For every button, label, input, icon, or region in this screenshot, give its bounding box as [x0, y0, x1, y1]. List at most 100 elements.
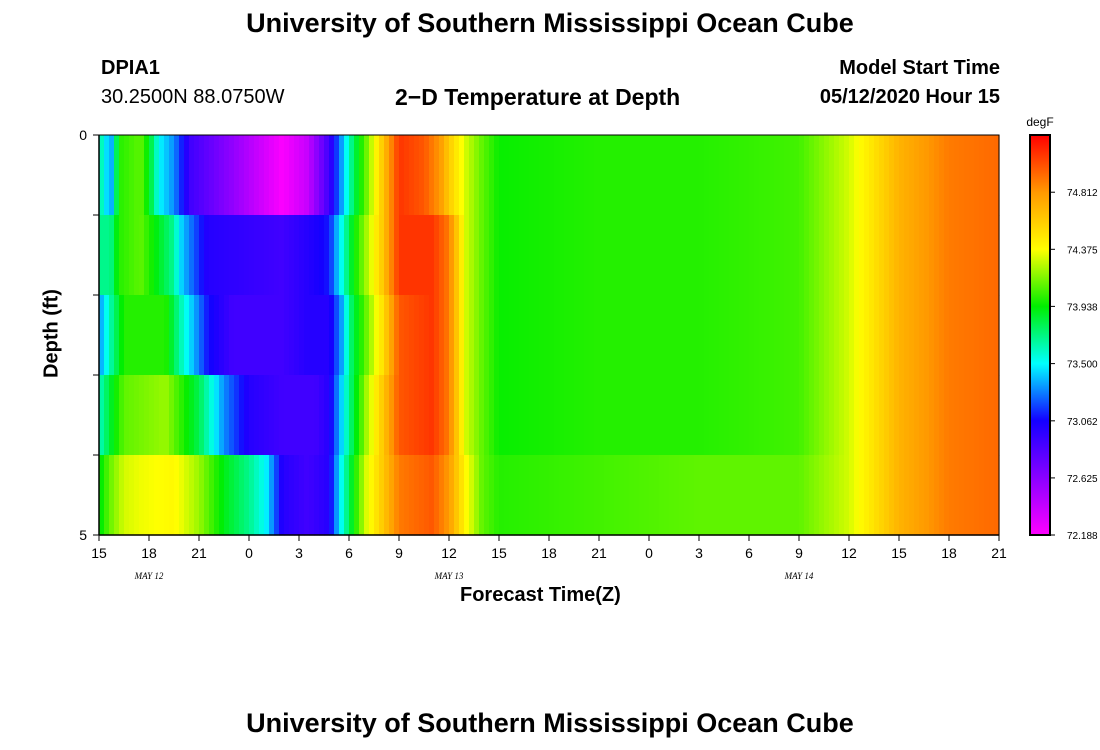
heatmap-cell	[219, 295, 225, 376]
heatmap-cell	[904, 295, 910, 376]
heatmap-cell	[154, 215, 160, 296]
heatmap-cell	[284, 455, 290, 536]
heatmap-cell	[879, 455, 885, 536]
heatmap-cell	[189, 375, 195, 456]
heatmap-cell	[549, 215, 555, 296]
heatmap-cell	[594, 215, 600, 296]
heatmap-cell	[164, 375, 170, 456]
heatmap-cell	[589, 215, 595, 296]
heatmap-cell	[334, 455, 340, 536]
heatmap-cell	[799, 135, 805, 216]
heatmap-cell	[774, 135, 780, 216]
heatmap-cell	[274, 215, 280, 296]
heatmap-cell	[629, 215, 635, 296]
heatmap-cell	[474, 295, 480, 376]
heatmap-cell	[709, 375, 715, 456]
heatmap-cell	[289, 375, 295, 456]
heatmap-cell	[329, 215, 335, 296]
heatmap-cell	[599, 135, 605, 216]
station-id: DPIA1	[101, 57, 160, 79]
heatmap-cell	[994, 375, 1000, 456]
heatmap-cell	[224, 215, 230, 296]
heatmap-cell	[894, 455, 900, 536]
heatmap-cell	[674, 455, 680, 536]
heatmap-cell	[269, 295, 275, 376]
heatmap-cell	[314, 455, 320, 536]
heatmap-cell	[984, 215, 990, 296]
heatmap-cell	[589, 295, 595, 376]
heatmap-cell	[734, 455, 740, 536]
heatmap-cell	[944, 215, 950, 296]
heatmap-cell	[429, 375, 435, 456]
heatmap-cell	[609, 295, 615, 376]
heatmap-cell	[994, 135, 1000, 216]
heatmap-cell	[844, 135, 850, 216]
heatmap-cell	[949, 375, 955, 456]
heatmap-cell	[459, 375, 465, 456]
heatmap-cell	[524, 375, 530, 456]
heatmap-cell	[109, 295, 115, 376]
heatmap-cell	[274, 295, 280, 376]
model-start-value: 05/12/2020 Hour 15	[819, 86, 1000, 108]
heatmap-cell	[204, 455, 210, 536]
heatmap-cell	[739, 215, 745, 296]
heatmap-cell	[774, 295, 780, 376]
heatmap-cell	[784, 375, 790, 456]
heatmap-cell	[109, 135, 115, 216]
heatmap-cell	[969, 375, 975, 456]
heatmap-cell	[154, 375, 160, 456]
heatmap-cell	[569, 215, 575, 296]
heatmap-cell	[584, 135, 590, 216]
heatmap-cell	[709, 455, 715, 536]
x-date-label: MAY 13	[434, 571, 464, 581]
heatmap-cell	[534, 215, 540, 296]
heatmap-cell	[504, 215, 510, 296]
heatmap-cell	[729, 375, 735, 456]
heatmap-cell	[624, 135, 630, 216]
heatmap-cell	[664, 295, 670, 376]
heatmap-cell	[139, 375, 145, 456]
heatmap-cell	[414, 215, 420, 296]
heatmap-cell	[799, 375, 805, 456]
colorbar-tick-label: 74.375	[1067, 245, 1098, 256]
heatmap-cell	[714, 295, 720, 376]
heatmap-cell	[684, 455, 690, 536]
heatmap-cell	[369, 455, 375, 536]
heatmap-cell	[664, 375, 670, 456]
heatmap-cell	[479, 375, 485, 456]
heatmap-cell	[204, 215, 210, 296]
heatmap-cell	[269, 135, 275, 216]
heatmap-cell	[864, 295, 870, 376]
heatmap-cell	[744, 135, 750, 216]
heatmap-cell	[224, 295, 230, 376]
heatmap-cell	[174, 135, 180, 216]
heatmap-cell	[354, 455, 360, 536]
heatmap-cell	[559, 135, 565, 216]
heatmap-cell	[644, 455, 650, 536]
heatmap-cell	[439, 295, 445, 376]
heatmap-cell	[829, 375, 835, 456]
heatmap-cell	[639, 215, 645, 296]
heatmap-cell	[489, 455, 495, 536]
main-title: University of Southern Mississippi Ocean…	[246, 8, 854, 38]
heatmap-cell	[899, 215, 905, 296]
heatmap-cell	[354, 215, 360, 296]
heatmap-cell	[554, 215, 560, 296]
heatmap-cell	[734, 215, 740, 296]
heatmap-cell	[849, 295, 855, 376]
heatmap-cell	[319, 215, 325, 296]
heatmap-cell	[289, 215, 295, 296]
heatmap-cell	[239, 135, 245, 216]
heatmap-cell	[344, 135, 350, 216]
heatmap-cell	[104, 295, 110, 376]
heatmap-cell	[214, 135, 220, 216]
heatmap-cell	[334, 215, 340, 296]
heatmap-cell	[634, 215, 640, 296]
heatmap-cell	[769, 295, 775, 376]
heatmap-cell	[324, 295, 330, 376]
heatmap-cell	[609, 455, 615, 536]
heatmap-cell	[214, 455, 220, 536]
heatmap-cell	[114, 215, 120, 296]
heatmap-cell	[919, 135, 925, 216]
